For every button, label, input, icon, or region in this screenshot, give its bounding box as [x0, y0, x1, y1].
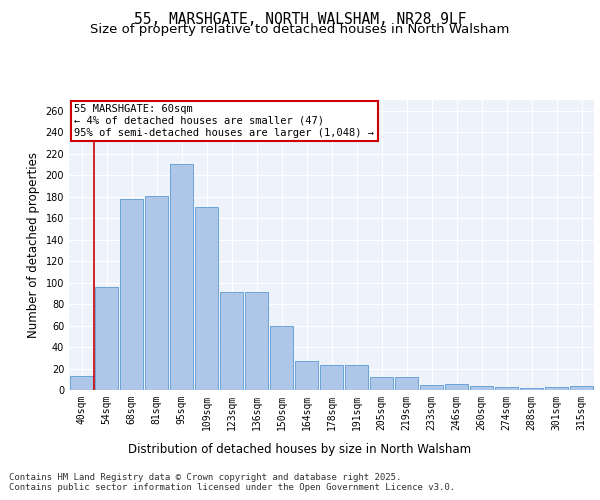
Text: 55, MARSHGATE, NORTH WALSHAM, NR28 9LF: 55, MARSHGATE, NORTH WALSHAM, NR28 9LF: [134, 12, 466, 28]
Bar: [145, 196, 169, 390]
Bar: [445, 384, 469, 390]
Bar: [269, 326, 293, 390]
Bar: [320, 366, 343, 390]
Bar: [295, 361, 319, 390]
Text: 55 MARSHGATE: 60sqm
← 4% of detached houses are smaller (47)
95% of semi-detache: 55 MARSHGATE: 60sqm ← 4% of detached hou…: [74, 104, 374, 138]
Bar: [470, 386, 493, 390]
Bar: [344, 366, 368, 390]
Bar: [194, 208, 218, 390]
Bar: [370, 377, 394, 390]
Bar: [545, 387, 568, 390]
Bar: [569, 386, 593, 390]
Bar: [119, 199, 143, 390]
Text: Size of property relative to detached houses in North Walsham: Size of property relative to detached ho…: [91, 24, 509, 36]
Bar: [419, 384, 443, 390]
Bar: [70, 376, 94, 390]
Bar: [520, 388, 544, 390]
Bar: [220, 292, 244, 390]
Bar: [395, 377, 418, 390]
Y-axis label: Number of detached properties: Number of detached properties: [27, 152, 40, 338]
Bar: [494, 387, 518, 390]
Bar: [170, 164, 193, 390]
Bar: [245, 292, 268, 390]
Bar: [95, 287, 118, 390]
Text: Contains HM Land Registry data © Crown copyright and database right 2025.
Contai: Contains HM Land Registry data © Crown c…: [9, 473, 455, 492]
Text: Distribution of detached houses by size in North Walsham: Distribution of detached houses by size …: [128, 442, 472, 456]
